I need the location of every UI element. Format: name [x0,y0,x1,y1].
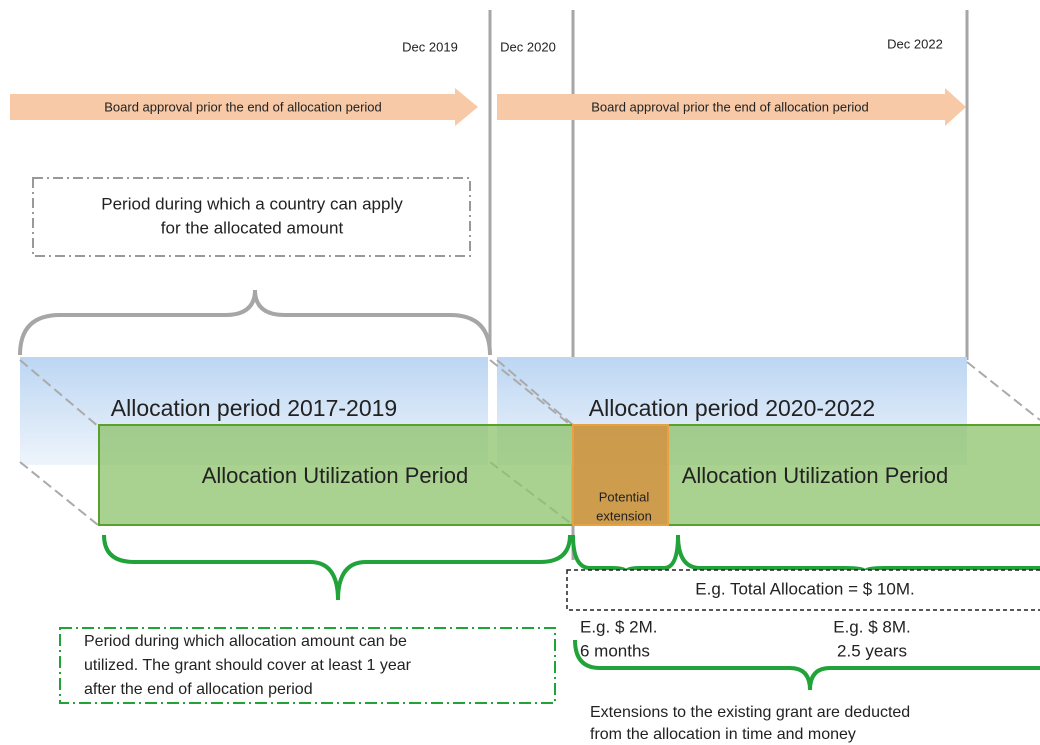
note-text: utilized. The grant should cover at leas… [84,657,412,674]
arrow-label: Board approval prior the end of allocati… [104,99,382,114]
note-box [59,627,556,704]
bracket [18,289,492,356]
note-box [32,177,471,257]
total-box [566,569,1040,611]
split-label: 6 months [580,641,650,660]
note-text: Period during which allocation amount ca… [84,633,407,650]
utilization-label: Allocation Utilization Period [202,463,469,488]
period-label: Allocation period 2020-2022 [589,395,875,421]
date: Dec 2022 [887,36,943,51]
projection-lines [19,359,1040,526]
note-text: for the allocated amount [161,218,344,237]
arrow [10,88,478,126]
total-label: E.g. Total Allocation = $ 10M. [695,579,914,598]
extension-box [572,424,669,526]
split-label: 2.5 years [837,641,907,660]
extension-label: Potential [599,489,650,504]
note-text: after the end of allocation period [84,681,313,698]
brackets [102,534,1040,691]
split-label: E.g. $ 8M. [833,617,910,636]
date: Dec 2020 [500,39,556,54]
period-label: Allocation period 2017-2019 [111,395,397,421]
utilization-label: Allocation Utilization Period [682,463,949,488]
note-text: from the allocation in time and money [590,726,856,743]
split-label: E.g. $ 2M. [580,617,657,636]
arrow [497,88,966,126]
arrow-label: Board approval prior the end of allocati… [591,99,869,114]
date: Dec 2019 [402,39,458,54]
note-text: Period during which a country can apply [101,194,403,213]
extension-label: extension [596,508,652,523]
utilization-box [98,424,574,526]
note-text: Extensions to the existing grant are ded… [590,704,910,721]
